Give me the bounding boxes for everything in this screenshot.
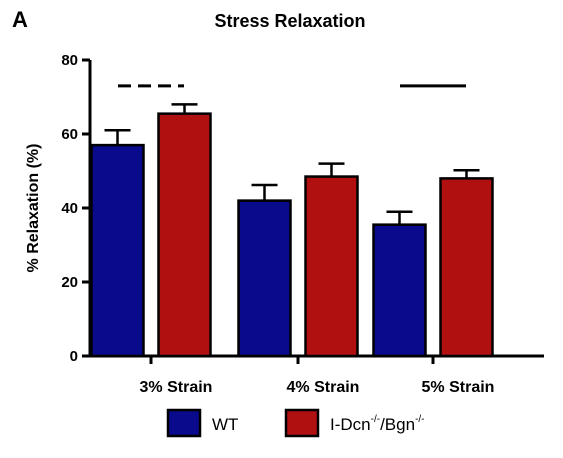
bars	[90, 103, 494, 358]
bar-ko-3	[439, 177, 494, 358]
y-tick-label: 20	[61, 274, 78, 291]
y-tick-label: 60	[61, 126, 78, 143]
bar-ko-2	[304, 175, 359, 358]
x-ticks: 3% Strain 4% Strain 5% Strain	[140, 356, 495, 396]
x-tick-label: 3% Strain	[140, 379, 213, 396]
y-tick-label: 40	[61, 200, 78, 217]
legend: WT I-Dcn-/-/Bgn-/-	[166, 408, 425, 438]
bar-wt-3	[372, 223, 427, 358]
chart-title: Stress Relaxation	[214, 11, 365, 31]
panel-label: A	[12, 7, 28, 32]
bar-wt-2	[237, 199, 292, 358]
legend-label-ko: I-Dcn-/-/Bgn-/-	[330, 414, 425, 434]
x-tick-label: 4% Strain	[287, 379, 360, 396]
y-axis-label: % Relaxation (%)	[25, 144, 42, 273]
y-ticks: 0 20 40 60 80	[61, 52, 90, 365]
x-tick-label: 5% Strain	[422, 379, 495, 396]
y-tick-label: 0	[70, 348, 78, 365]
legend-swatch-wt	[166, 408, 202, 438]
bar-ko-1	[157, 112, 212, 358]
bar-wt-1	[90, 143, 145, 358]
legend-swatch-ko	[284, 408, 320, 438]
legend-label-wt: WT	[212, 415, 238, 434]
y-tick-label: 80	[61, 52, 78, 69]
